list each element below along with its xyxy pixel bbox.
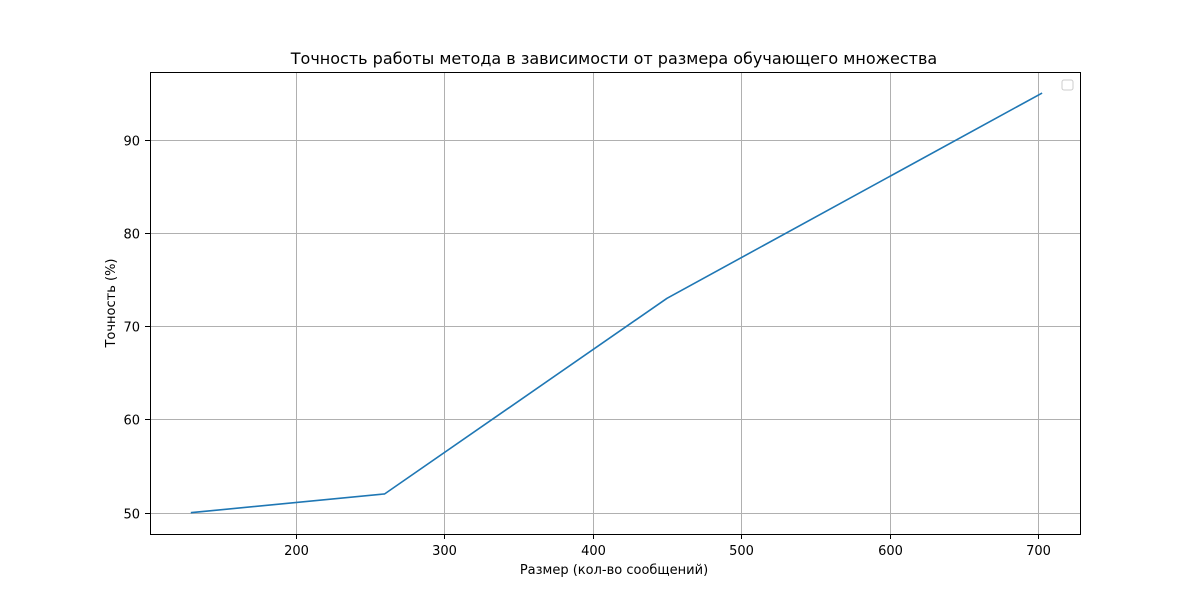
y-tick-label: 70 bbox=[123, 321, 140, 336]
x-tick-label: 300 bbox=[432, 544, 457, 559]
y-tick-label: 60 bbox=[123, 414, 140, 429]
x-tick-label: 200 bbox=[284, 544, 309, 559]
x-tick-label: 700 bbox=[1026, 544, 1051, 559]
grid bbox=[150, 72, 1080, 534]
series-layer bbox=[190, 92, 1043, 514]
ticks: 200 300 400 500 600 700 50 60 70 80 90 bbox=[123, 135, 1050, 560]
y-tick-label: 80 bbox=[123, 228, 140, 243]
y-tick-label: 50 bbox=[123, 508, 140, 523]
x-tick-label: 600 bbox=[878, 544, 903, 559]
plot-frame bbox=[150, 72, 1081, 535]
y-axis-label: Точность (%) bbox=[104, 258, 119, 348]
y-tick-label: 90 bbox=[123, 135, 140, 150]
x-tick-label: 500 bbox=[729, 544, 754, 559]
x-tick-label: 400 bbox=[581, 544, 606, 559]
legend-box bbox=[1061, 79, 1074, 91]
series-line bbox=[190, 92, 1043, 514]
chart-title: Точность работы метода в зависимости от … bbox=[290, 49, 937, 68]
x-axis-label: Размер (кол-во сообщений) bbox=[520, 563, 708, 578]
